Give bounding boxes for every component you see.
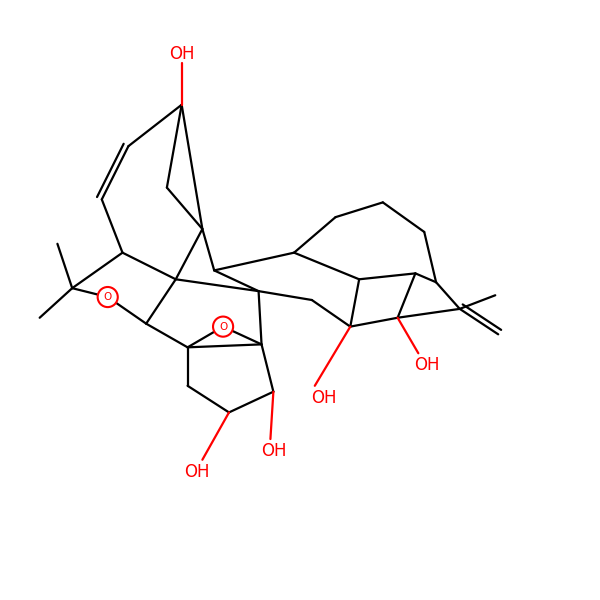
Text: OH: OH <box>415 356 440 374</box>
Text: OH: OH <box>169 46 194 64</box>
Text: O: O <box>219 322 227 332</box>
Text: O: O <box>104 292 112 302</box>
Circle shape <box>98 287 118 307</box>
Text: OH: OH <box>184 463 209 481</box>
Circle shape <box>213 317 233 337</box>
Text: OH: OH <box>260 442 286 460</box>
Text: OH: OH <box>311 389 337 407</box>
